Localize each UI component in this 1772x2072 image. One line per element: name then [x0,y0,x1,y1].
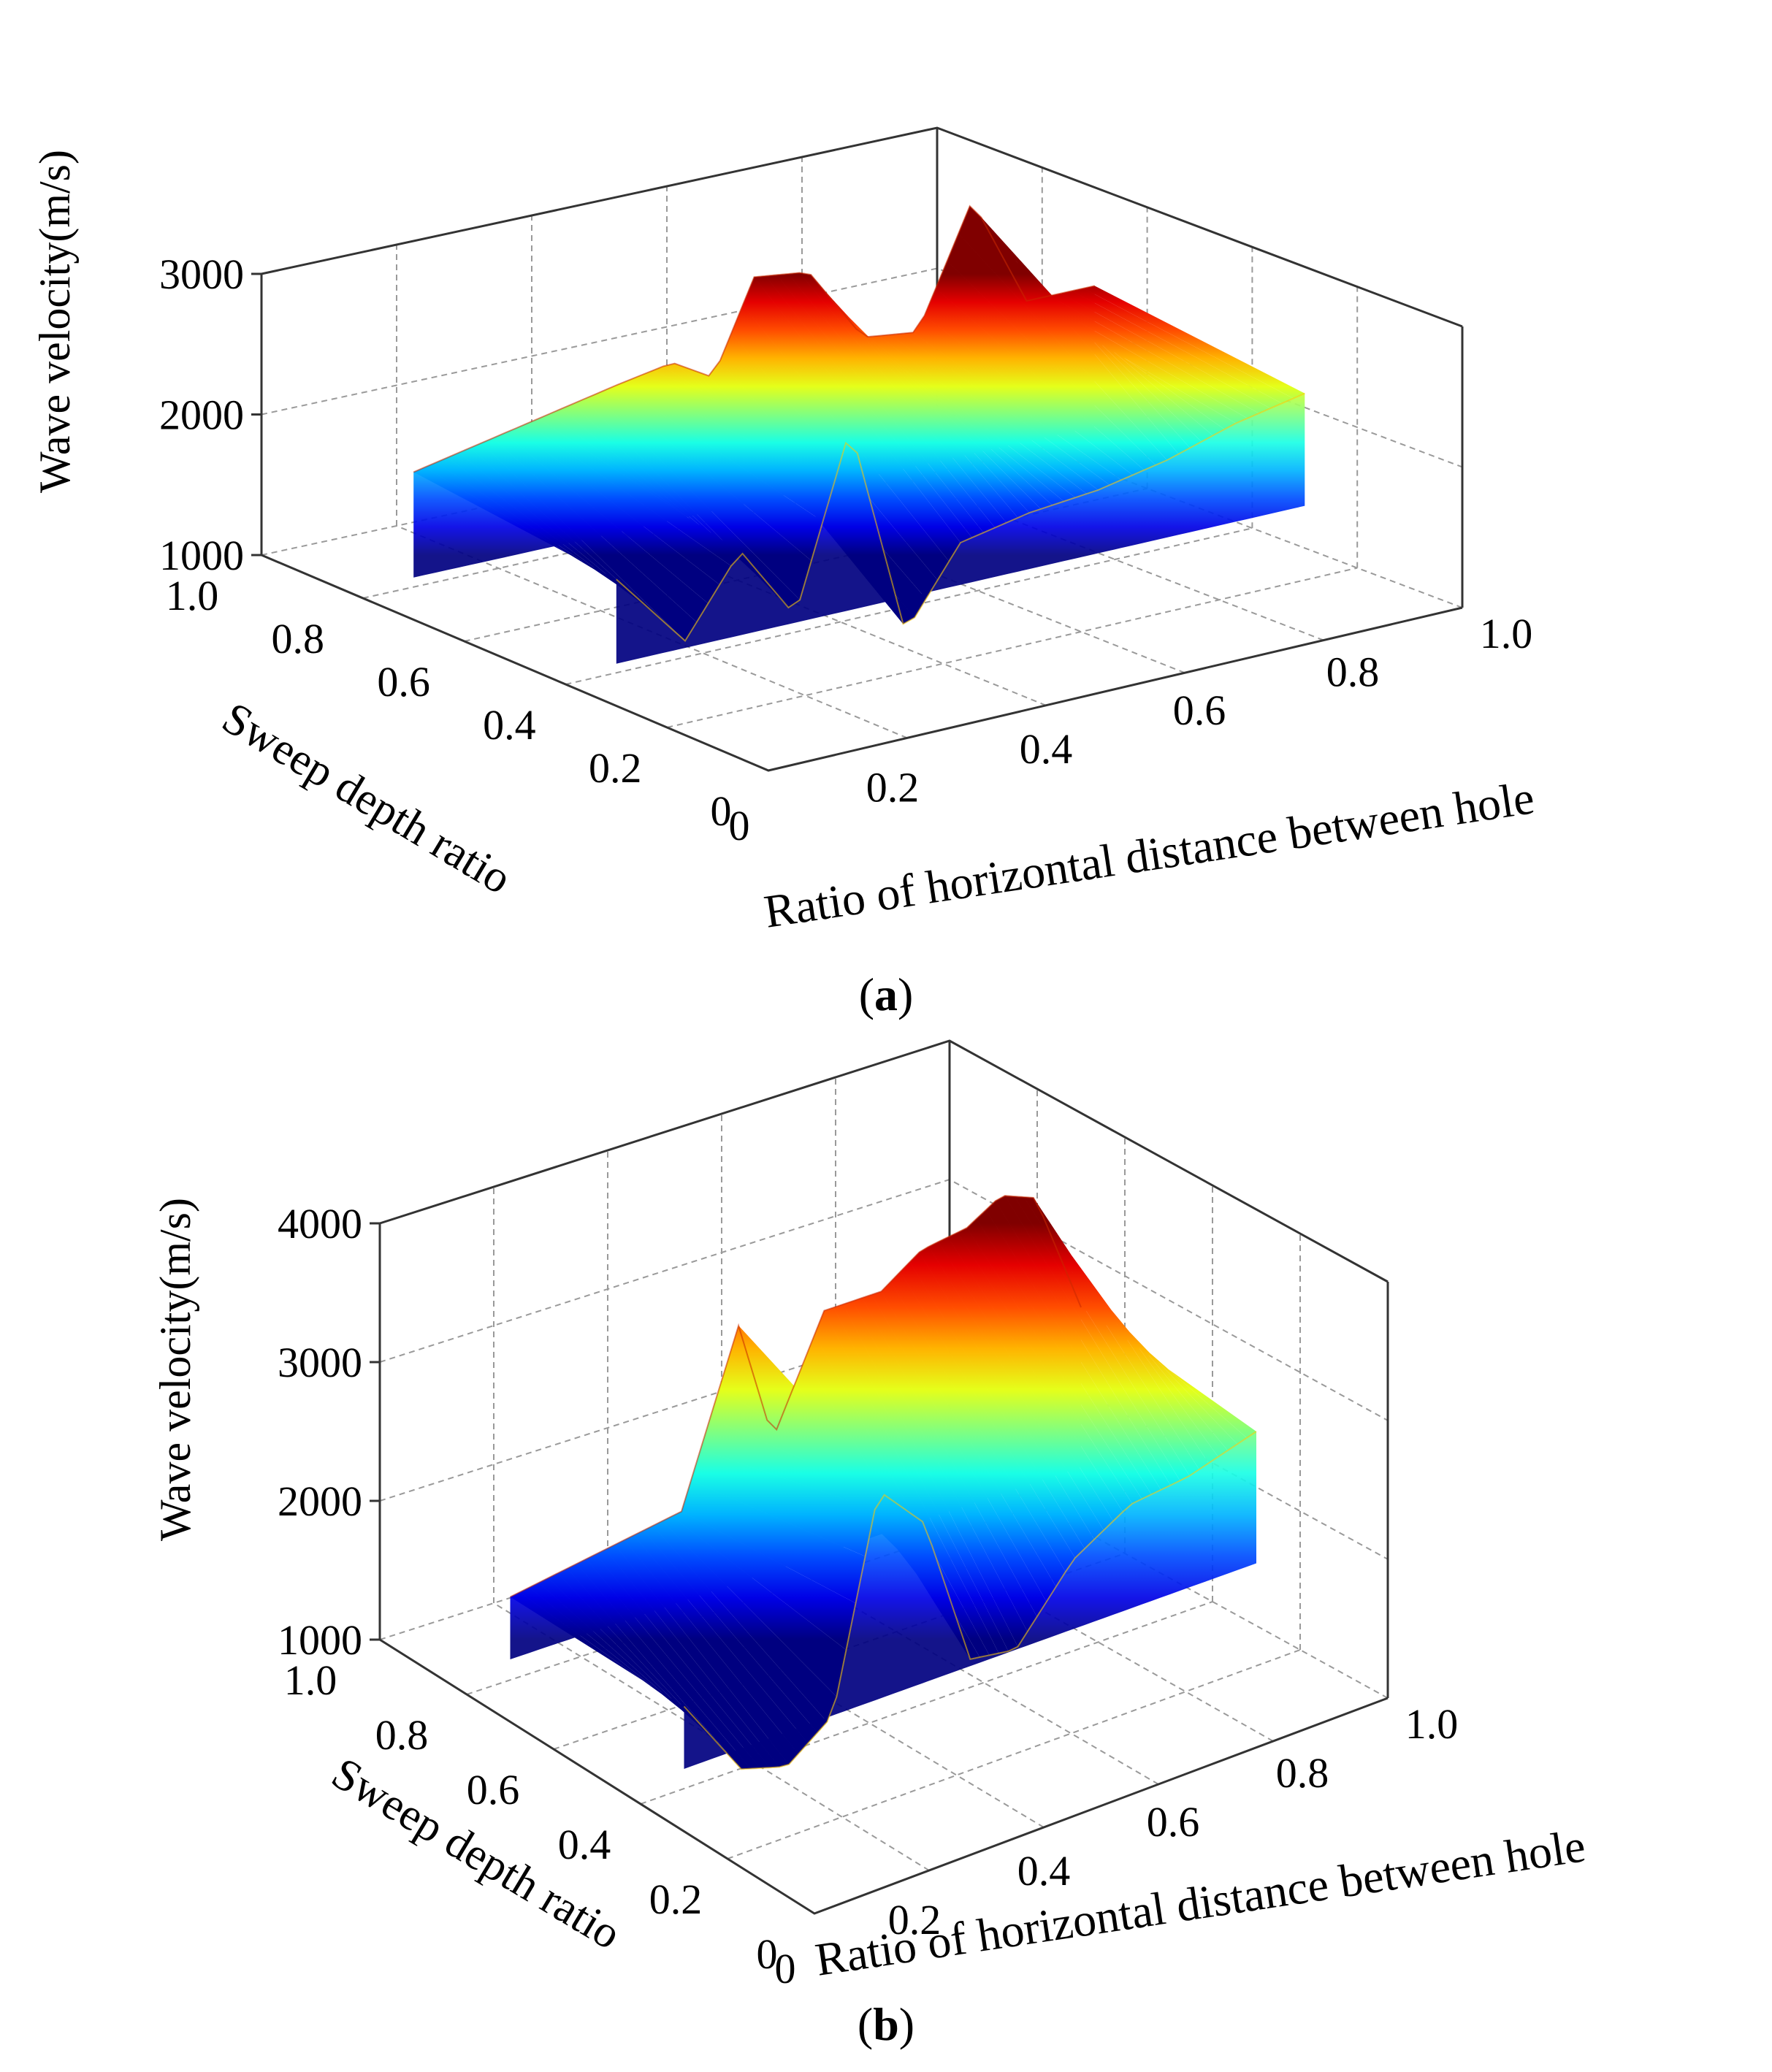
front-ridge-line [683,1431,1257,1770]
x-tick-label: 0 [775,1945,796,1992]
back-ridge-surface [510,1196,1081,1659]
surface-patch [1015,280,1236,429]
x-tick-label: 0.2 [888,1896,942,1943]
surface-patch [981,217,1202,448]
surface-chart-b: 1000 2000 3000 4000 1.0 0.8 0.6 0.4 0.2 00 0.2 0.4 0… [151,1039,1589,1992]
surface-patch [992,238,1213,442]
surface-patch [1049,293,1271,413]
surface-a [413,204,1305,664]
floor-axes [261,554,1463,772]
x-tick-label: 0.4 [1020,725,1073,773]
depth-tick-label: 1.0 [166,572,219,619]
z-tick-label: 3000 [159,251,244,298]
front-ridge-surface [616,393,1305,664]
x-tick-label: 1.0 [1405,1700,1459,1748]
floor-gridline-depth-2 [640,1601,1213,1805]
z-tick-label: 1000 [159,532,244,579]
x-tick-label: 0.2 [866,763,920,811]
depth-tick-label: 1.0 [284,1656,337,1704]
z-tick-label: 2000 [159,391,244,439]
panel-label-b: (b) [857,1998,915,2050]
back-ridge-line [510,1195,1082,1598]
x-tick-label: 0.4 [1017,1847,1071,1895]
surface-patch [1061,291,1282,409]
depth-tick-label: 0.2 [649,1876,703,1923]
front-ridge-line [616,392,1305,643]
x-tick-label: 0.8 [1276,1749,1329,1797]
surface-patch [1072,288,1294,404]
chart-panel-b: 1000 2000 3000 4000 1.0 0.8 0.6 0.4 0.2 0 0 0.2 0.4 0… [0,1037,1772,2072]
top-frame [379,1039,1389,1283]
chart-panel-a: 1000 2000 3000 1.0 0.8 0.6 0.4 0.2 0 0 0.2 0.4 0.6 0.… [31,126,1538,1020]
floor-gridline-depth-1 [666,567,1358,728]
back-ridge-surface [413,206,1095,578]
surface-patch [1004,259,1225,436]
depth-tick-label: 0.6 [377,658,430,706]
z-tick-label: 4000 [278,1200,362,1247]
floor-gridline-x-4 [835,1493,1274,1742]
floor-gridline-x-1 [493,1602,930,1871]
depth-tick-label: 0.2 [589,744,642,792]
surface-patch [844,315,1064,505]
top-frame [261,126,1463,328]
surface-chart-a: 1000 2000 3000 1.0 0.8 0.6 0.4 0.2 00 0.2 0.4 0.6 0.… [31,126,1538,938]
back-ridge-line [413,204,1095,473]
surface-b [510,1195,1257,1770]
surface-patch [1083,286,1305,399]
z-tick-label: 1000 [278,1616,362,1664]
z-tick-label: 2000 [278,1477,362,1525]
x-tick-label: 0.8 [1326,649,1380,696]
panel-label-a: (a) [858,968,914,1020]
floor-axes [379,1638,1389,1915]
depth-tick-label: 0.8 [272,615,325,662]
surface-patch [1062,1261,1247,1445]
front-ridge-surface [684,1431,1256,1770]
z-tick-label: 3000 [278,1339,362,1386]
x-tick-label: 1.0 [1480,610,1533,657]
x-tick-label: 0.6 [1173,687,1226,734]
x-tick-label: 0.6 [1147,1798,1200,1846]
surface-patch [1042,1216,1228,1457]
z-axis-title: Wave velocity(m/s) [151,1198,199,1541]
depth-tick-label: 0.6 [467,1766,520,1813]
depth-tick-label: 0.8 [375,1711,429,1759]
surface-patch [1072,1284,1256,1438]
z-axis-title: Wave velocity(m/s) [31,150,79,493]
x-tick-label: 0 [729,802,750,849]
surface-patch [1052,1239,1237,1450]
depth-tick-label: 0.4 [483,701,536,749]
depth-axis-title: Sweep depth ratio [214,693,520,904]
wall-gridline-z-3 [379,1039,1389,1282]
wall-gridline-z-2 [261,126,1463,327]
depth-tick-label: 0 [757,1930,778,1978]
depth-tick-label: 0.4 [558,1821,611,1868]
depth-tick-label: 0 [711,787,732,835]
